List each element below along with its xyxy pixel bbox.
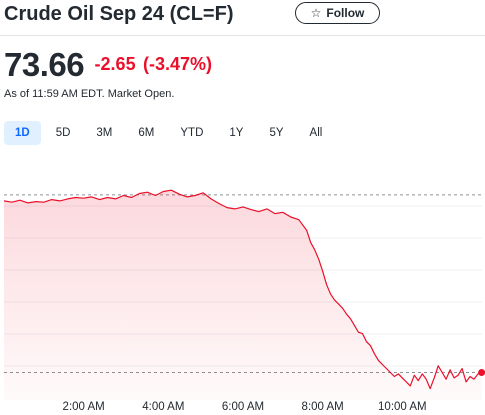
x-axis-labels: 2:00 AM 4:00 AM 6:00 AM 8:00 AM 10:00 AM: [0, 401, 485, 415]
price-line: [3, 189, 482, 390]
range-selector: 1D 5D 3M 6M YTD 1Y 5Y All: [4, 121, 337, 145]
x-tick-label: 2:00 AM: [62, 401, 105, 413]
price-change-percent: (-3.47%): [143, 54, 213, 74]
range-tab-3m[interactable]: 3M: [96, 127, 113, 139]
price-row: 73.66 -2.65 (-3.47%): [4, 46, 213, 83]
market-status: As of 11:59 AM EDT. Market Open.: [4, 88, 175, 100]
quote-header: Crude Oil Sep 24 (CL=F) ☆ Follow: [4, 0, 485, 30]
price-area: [4, 190, 482, 400]
range-tab-6m[interactable]: 6M: [138, 127, 155, 139]
range-tab-ytd[interactable]: YTD: [180, 127, 204, 139]
price-chart[interactable]: [0, 160, 485, 400]
price-change: -2.65: [94, 54, 136, 74]
page-title: Crude Oil Sep 24 (CL=F): [4, 3, 234, 25]
star-outline-icon: ☆: [310, 6, 322, 20]
range-tab-5y[interactable]: 5Y: [269, 127, 284, 139]
x-tick-label: 4:00 AM: [142, 401, 185, 413]
follow-label: Follow: [326, 6, 365, 20]
x-tick-label: 8:00 AM: [301, 401, 344, 413]
range-tab-5d[interactable]: 5D: [55, 127, 71, 139]
follow-button[interactable]: ☆ Follow: [295, 2, 380, 24]
x-tick-label: 6:00 AM: [221, 401, 265, 413]
header-divider: [0, 35, 485, 36]
range-tab-all[interactable]: All: [309, 127, 323, 139]
range-tab-1y[interactable]: 1Y: [229, 127, 244, 139]
x-tick-label: 10:00 AM: [378, 401, 427, 413]
current-price: 73.66: [4, 46, 85, 83]
range-tab-1d[interactable]: 1D: [4, 121, 41, 145]
current-price-dot: [478, 369, 485, 377]
